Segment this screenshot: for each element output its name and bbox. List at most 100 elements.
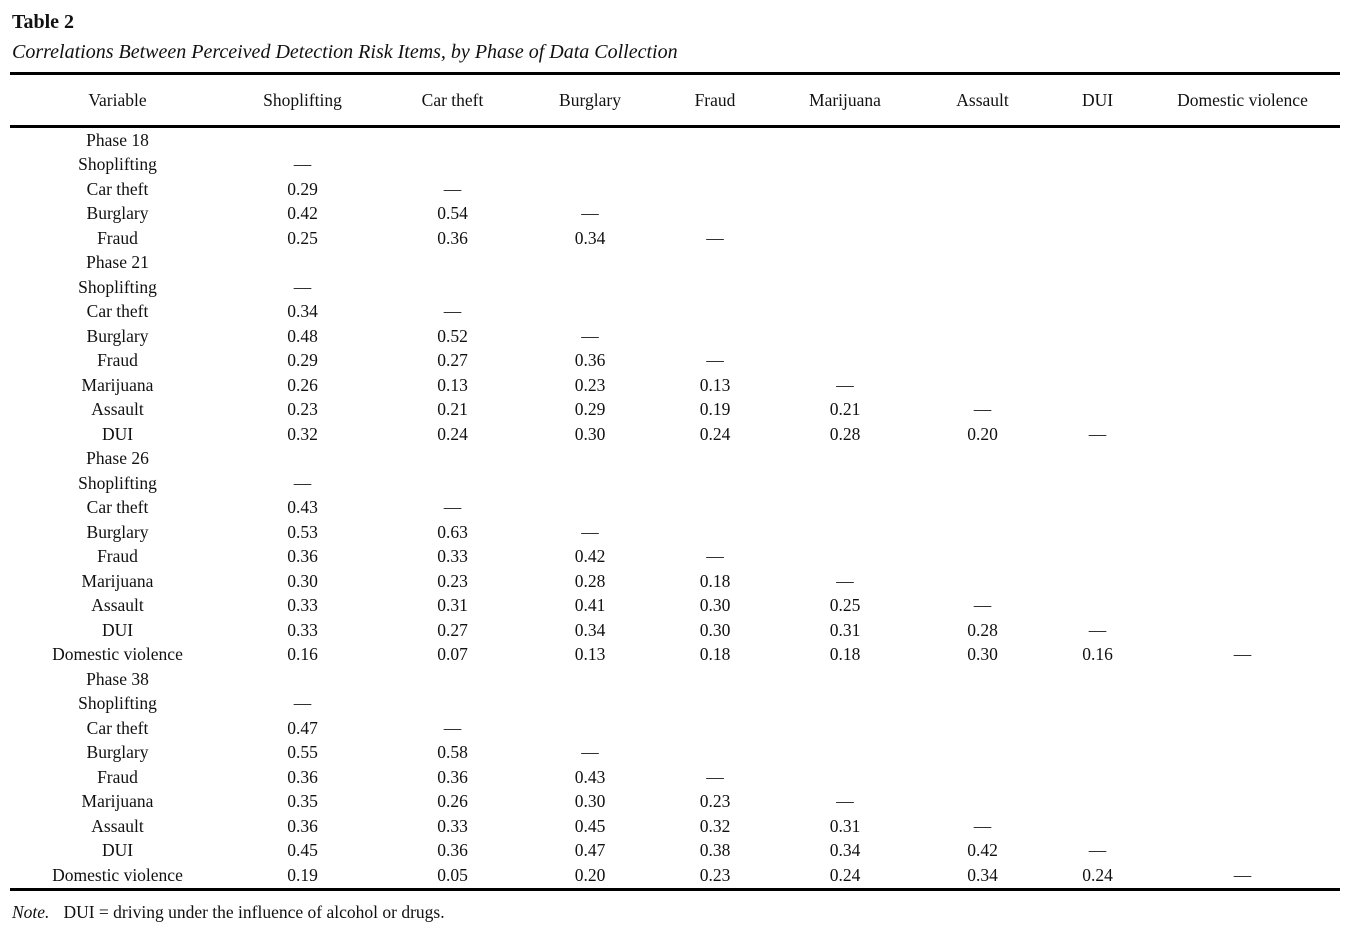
correlation-value: 0.36 [287, 546, 318, 567]
correlation-value: 0.34 [829, 840, 861, 861]
correlation-value: — [443, 178, 462, 199]
empty-cell [1145, 349, 1340, 374]
phase-row: Phase 26 [10, 447, 1340, 472]
correlation-value: 0.41 [574, 595, 606, 616]
correlation-value: 0.24 [1082, 864, 1113, 885]
row-label: Fraud [97, 546, 138, 567]
empty-cell [655, 692, 775, 717]
empty-cell [775, 765, 915, 790]
table-row: Fraud 0.36 0.33 0.42 — [10, 545, 1340, 570]
correlation-value: 0.19 [287, 864, 318, 885]
empty-cell [380, 667, 525, 692]
row-label: Fraud [97, 350, 138, 371]
empty-cell [525, 251, 655, 276]
correlation-value: 0.23 [437, 570, 468, 591]
empty-cell [1050, 520, 1145, 545]
correlation-value: 0.48 [287, 325, 318, 346]
correlation-value: 0.53 [287, 521, 318, 542]
empty-cell [655, 202, 775, 227]
correlation-value: 0.42 [287, 203, 318, 224]
correlation-value: 0.55 [287, 742, 318, 763]
empty-cell [1145, 520, 1340, 545]
column-header-shoplifting: Shoplifting [225, 73, 380, 128]
correlation-value: 0.24 [699, 423, 731, 444]
row-label: Shoplifting [78, 276, 157, 297]
correlation-value: 0.21 [829, 399, 861, 420]
empty-cell [655, 447, 775, 472]
correlation-value: 0.27 [437, 619, 468, 640]
empty-cell [525, 300, 655, 325]
empty-cell [1145, 251, 1340, 276]
correlation-value: 0.21 [437, 399, 468, 420]
empty-cell [1145, 153, 1340, 178]
empty-cell [775, 545, 915, 570]
correlation-value: 0.28 [967, 619, 998, 640]
empty-cell [775, 251, 915, 276]
row-label: Marijuana [81, 791, 154, 812]
correlation-value: 0.18 [699, 644, 731, 665]
empty-cell [775, 667, 915, 692]
empty-cell [525, 153, 655, 178]
correlation-value: — [293, 276, 312, 297]
empty-cell [1050, 349, 1145, 374]
table-row: Burglary 0.53 0.63 — [10, 520, 1340, 545]
column-header-marijuana: Marijuana [775, 73, 915, 128]
row-label: Car theft [86, 178, 149, 199]
correlation-value: — [706, 766, 724, 787]
empty-cell [1050, 275, 1145, 300]
empty-cell [1050, 177, 1145, 202]
correlation-value: — [706, 227, 724, 248]
empty-cell [225, 251, 380, 276]
table-row: Fraud 0.29 0.27 0.36 — [10, 349, 1340, 374]
empty-cell [525, 716, 655, 741]
empty-cell [1145, 618, 1340, 643]
table-row: Car theft 0.34 — [10, 300, 1340, 325]
correlation-value: 0.34 [574, 619, 606, 640]
empty-cell [655, 520, 775, 545]
column-header-assault: Assault [915, 73, 1050, 128]
correlation-value: — [293, 154, 312, 175]
empty-cell [1050, 300, 1145, 325]
correlation-value: 0.45 [574, 815, 606, 836]
empty-cell [1145, 765, 1340, 790]
correlation-value: — [836, 791, 854, 812]
empty-cell [525, 177, 655, 202]
table-note: Note. DUI = driving under the influence o… [12, 901, 1360, 923]
empty-cell [525, 496, 655, 521]
correlation-value: 0.32 [699, 815, 731, 836]
empty-cell [775, 202, 915, 227]
empty-cell [775, 447, 915, 472]
correlation-value: 0.23 [699, 791, 731, 812]
empty-cell [1050, 226, 1145, 251]
correlation-value: — [706, 350, 724, 371]
correlation-value: 0.31 [829, 815, 861, 836]
correlation-value: 0.33 [437, 546, 468, 567]
correlation-value: 0.07 [437, 644, 468, 665]
row-label: DUI [101, 619, 134, 640]
table-row: Burglary 0.42 0.54 — [10, 202, 1340, 227]
correlation-value: 0.43 [287, 497, 318, 518]
phase-label: Phase 38 [86, 668, 149, 689]
correlation-value: 0.16 [287, 644, 318, 665]
empty-cell [1050, 716, 1145, 741]
correlation-value: 0.18 [699, 570, 731, 591]
table-row: Shoplifting — [10, 692, 1340, 717]
empty-cell [525, 447, 655, 472]
empty-cell [915, 300, 1050, 325]
phase-row: Phase 21 [10, 251, 1340, 276]
correlation-value: 0.30 [967, 644, 998, 665]
correlation-value: — [1233, 644, 1252, 665]
empty-cell [1050, 398, 1145, 423]
empty-cell [1145, 202, 1340, 227]
empty-cell [1050, 496, 1145, 521]
empty-cell [775, 692, 915, 717]
row-label: Shoplifting [78, 472, 157, 493]
correlation-value: 0.29 [287, 350, 318, 371]
empty-cell [1145, 839, 1340, 864]
empty-cell [1050, 814, 1145, 839]
empty-cell [775, 496, 915, 521]
correlation-value: 0.30 [699, 595, 731, 616]
correlation-value: — [973, 815, 992, 836]
column-header-fraud: Fraud [655, 73, 775, 128]
empty-cell [1145, 716, 1340, 741]
